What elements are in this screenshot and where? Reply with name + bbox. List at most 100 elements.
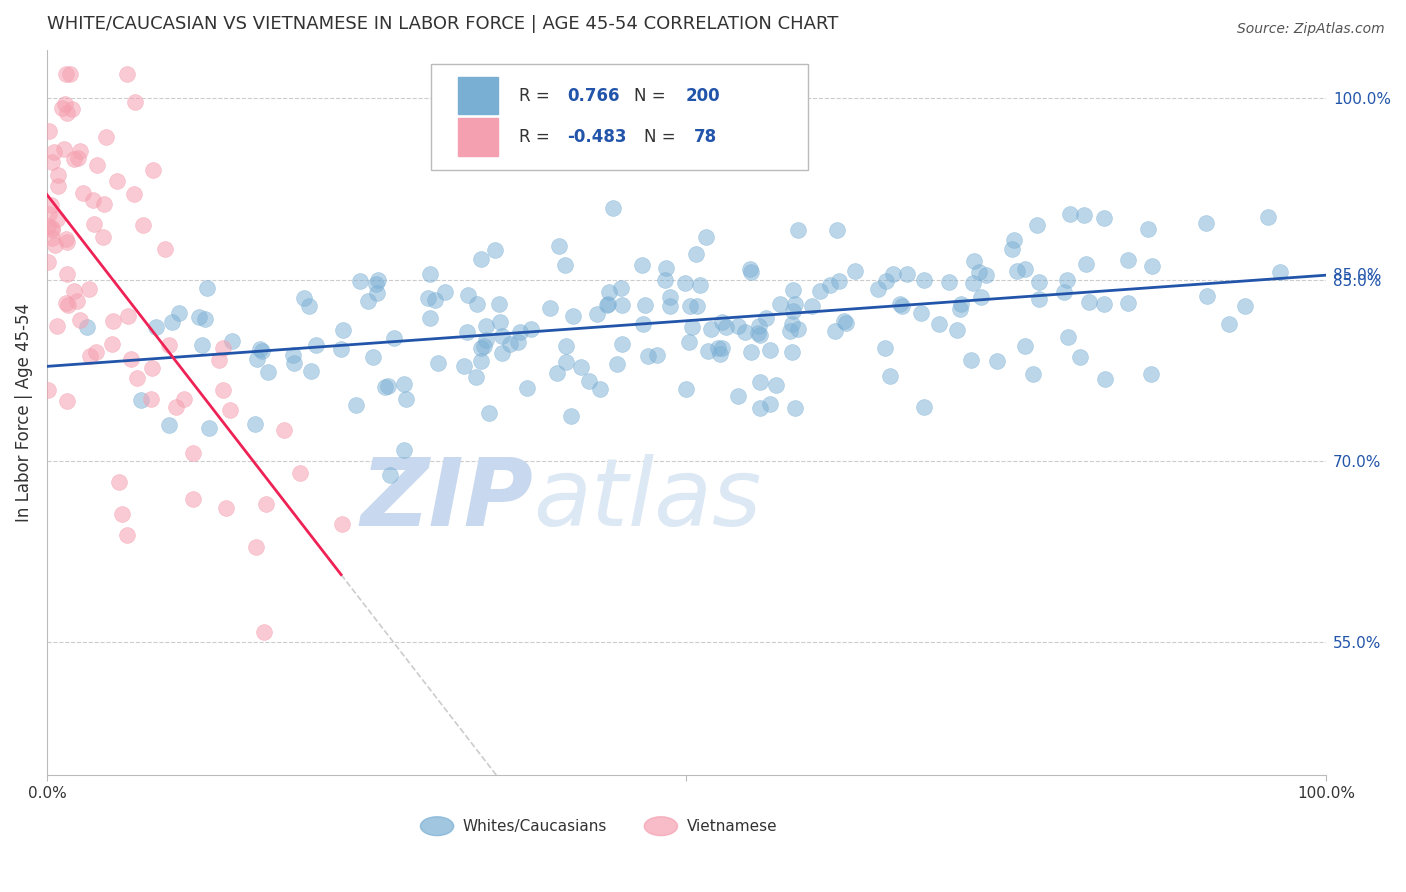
Point — [188, 310, 211, 325]
Text: 85.0%: 85.0% — [1333, 268, 1381, 283]
Point — [681, 319, 703, 334]
Point — [1137, 222, 1160, 236]
Point — [506, 335, 529, 350]
Point — [48, 179, 70, 194]
Point — [378, 468, 401, 483]
Point — [76, 320, 98, 334]
Point — [779, 324, 801, 338]
Point — [578, 374, 600, 388]
Point — [960, 353, 983, 368]
Point — [1069, 351, 1091, 365]
Point — [835, 316, 858, 330]
Point — [963, 253, 986, 268]
Point — [55, 232, 77, 246]
Point — [105, 174, 128, 188]
Point — [1056, 273, 1078, 287]
Point — [727, 389, 749, 403]
Point — [457, 287, 479, 301]
Point — [191, 338, 214, 352]
Y-axis label: In Labor Force | Age 45-54: In Labor Force | Age 45-54 — [15, 303, 32, 522]
Point — [374, 380, 396, 394]
Point — [283, 349, 305, 363]
Point — [747, 326, 769, 341]
Point — [1028, 292, 1050, 306]
Point — [1195, 216, 1218, 230]
Point — [423, 293, 446, 307]
Point — [946, 323, 969, 337]
Point — [882, 268, 904, 282]
Point — [889, 297, 911, 311]
Point — [825, 223, 848, 237]
Point — [598, 285, 620, 299]
Point — [129, 393, 152, 408]
Point — [41, 230, 63, 244]
Point — [253, 625, 276, 640]
Point — [257, 365, 280, 379]
Point — [211, 341, 233, 355]
Point — [361, 350, 384, 364]
Point — [433, 285, 456, 299]
Point — [79, 349, 101, 363]
Point — [873, 341, 896, 355]
Point — [67, 152, 90, 166]
Point — [696, 344, 718, 359]
Point — [208, 353, 231, 368]
Point — [305, 337, 328, 351]
Text: R =: R = — [519, 128, 555, 146]
Point — [678, 334, 700, 349]
Point — [173, 392, 195, 406]
Point — [39, 198, 62, 212]
Point — [392, 443, 415, 458]
Point — [377, 379, 399, 393]
Point — [37, 383, 59, 397]
Point — [820, 277, 842, 292]
Point — [755, 310, 778, 325]
Point — [195, 281, 218, 295]
Point — [298, 299, 321, 313]
Text: Whites/Caucasians: Whites/Caucasians — [463, 819, 607, 834]
Point — [896, 268, 918, 282]
Point — [419, 267, 441, 281]
Point — [56, 105, 79, 120]
Point — [655, 261, 678, 276]
Point — [44, 237, 66, 252]
Point — [828, 273, 851, 287]
Point — [198, 421, 221, 435]
Point — [456, 325, 478, 339]
Point — [132, 219, 155, 233]
Point — [800, 299, 823, 313]
Point — [709, 347, 731, 361]
Point — [654, 273, 676, 287]
Point — [695, 230, 717, 244]
Point — [974, 268, 997, 282]
Point — [124, 95, 146, 110]
Point — [783, 297, 806, 311]
Point — [44, 145, 66, 159]
Point — [330, 516, 353, 531]
Point — [250, 343, 273, 358]
Point — [560, 409, 582, 423]
Point — [748, 375, 770, 389]
Point — [115, 528, 138, 542]
FancyBboxPatch shape — [457, 118, 499, 156]
Text: WHITE/CAUCASIAN VS VIETNAMESE IN LABOR FORCE | AGE 45-54 CORRELATION CHART: WHITE/CAUCASIAN VS VIETNAMESE IN LABOR F… — [46, 15, 838, 33]
Point — [382, 331, 405, 345]
Point — [740, 265, 762, 279]
Point — [416, 291, 439, 305]
Point — [56, 235, 79, 249]
Point — [484, 244, 506, 258]
Point — [157, 338, 180, 352]
Point — [465, 297, 488, 311]
Point — [685, 247, 707, 261]
Point — [637, 349, 659, 363]
Point — [647, 348, 669, 362]
Point — [686, 299, 709, 313]
Point — [181, 491, 204, 506]
Point — [86, 157, 108, 171]
Point — [392, 376, 415, 391]
Point — [606, 357, 628, 371]
Point — [571, 360, 593, 375]
Point — [63, 152, 86, 166]
Point — [844, 263, 866, 277]
Point — [160, 315, 183, 329]
